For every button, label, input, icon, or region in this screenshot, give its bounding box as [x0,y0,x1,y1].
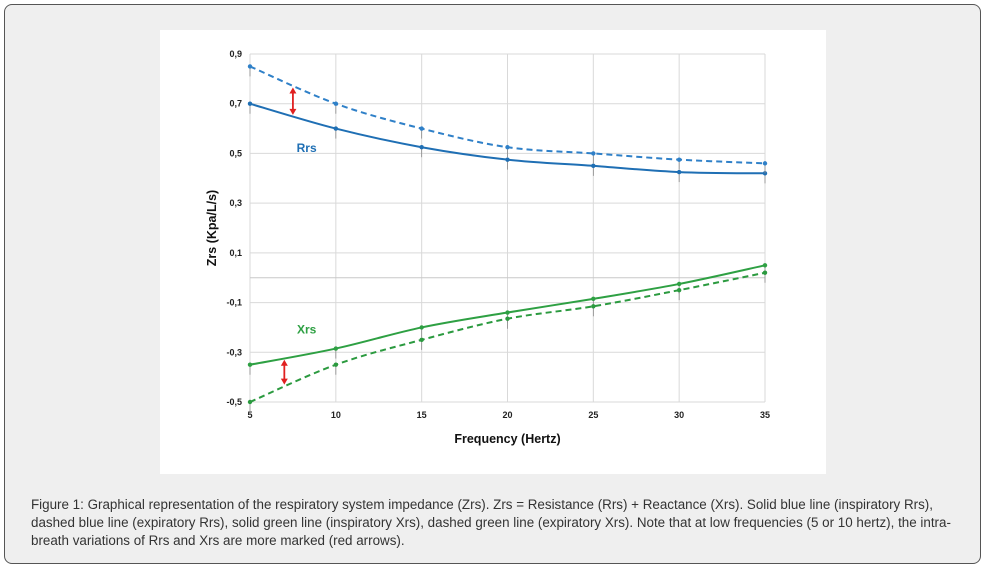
data-point-xrs-insp [333,346,339,351]
impedance-line-chart: 0,9 0,7 0,5 0,3 0,1 -0,1 -0,3 -0,5 5 10 15 20 25 30 35… [205,49,770,446]
red-arrow-head [289,87,297,94]
data-point-rrs-exp [676,157,682,162]
y-tick-label: 0,7 [229,99,242,109]
data-point-xrs-exp [762,270,768,275]
data-point-xrs-exp [333,362,339,367]
data-point-xrs-exp [676,287,682,293]
data-point-rrs-exp [591,151,596,156]
series-label-xrs: Xrs [297,323,317,337]
data-point-rrs-exp [505,145,510,150]
data-point-rrs-insp [419,145,424,150]
data-point-rrs-exp [762,161,768,166]
data-point-xrs-exp [591,304,596,309]
annotations: Rrs Xrs [280,87,317,385]
y-tick-label: 0,3 [229,198,242,208]
x-tick-label: 20 [502,410,512,420]
series-label-rrs: Rrs [297,141,317,155]
x-tick-label: 15 [417,410,427,420]
data-point-xrs-insp [676,281,682,287]
y-tick-label: -0,5 [226,397,242,407]
data-point-rrs-insp [333,126,339,131]
y-tick-label: 0,5 [229,148,242,158]
data-point-rrs-insp [247,101,253,106]
red-arrow-head [289,108,297,115]
data-point-xrs-insp [762,263,768,268]
axes: 0,9 0,7 0,5 0,3 0,1 -0,1 -0,3 -0,5 5 10 15 20 25 30 35… [205,49,770,446]
x-axis-title: Frequency (Hertz) [454,432,560,446]
data-point-xrs-exp [247,399,253,405]
y-tick-label: -0,3 [226,347,242,357]
y-tick-label: 0,1 [229,248,242,258]
grid-lines [249,53,766,403]
x-tick-label: 35 [760,410,770,420]
x-tick-label: 10 [331,410,341,420]
data-point-xrs-exp [505,316,510,321]
y-tick-label: -0,1 [226,298,242,308]
red-arrow-head [280,378,288,385]
figure-caption: Figure 1: Graphical representation of th… [31,497,951,548]
data-point-rrs-exp [333,101,339,106]
x-tick-label: 30 [674,410,684,420]
figure-card: 0,9 0,7 0,5 0,3 0,1 -0,1 -0,3 -0,5 5 10 15 20 25 30 35… [4,4,981,564]
red-arrow-head [280,359,288,366]
x-tick-label: 5 [247,410,252,420]
chart-area: 0,9 0,7 0,5 0,3 0,1 -0,1 -0,3 -0,5 5 10 15 20 25 30 35… [160,30,826,474]
data-point-rrs-insp [505,157,510,162]
data-point-xrs-exp [419,337,424,343]
data-point-xrs-insp [419,325,424,330]
data-point-xrs-insp [247,362,253,367]
data-point-xrs-insp [591,296,596,302]
data-point-xrs-insp [505,310,510,315]
y-tick-label: 0,9 [229,49,242,59]
data-point-rrs-exp [247,64,253,69]
y-axis-title: Zrs (Kpa/L/s) [205,190,219,266]
data-point-rrs-insp [676,169,682,175]
data-point-rrs-insp [591,163,596,169]
x-tick-label: 25 [588,410,598,420]
series-lines [247,64,768,412]
data-point-rrs-exp [419,126,424,131]
